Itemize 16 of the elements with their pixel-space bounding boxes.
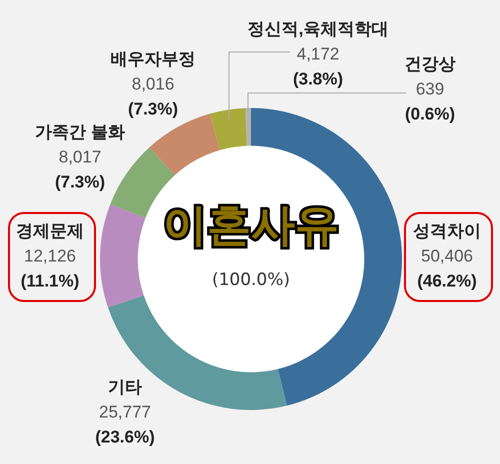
text: 이혼사유 xyxy=(162,200,340,252)
slice-label: 경제문제 xyxy=(16,222,84,241)
slice-label: 건강상 xyxy=(404,54,456,74)
slice-label: 가족간 불화 xyxy=(35,122,125,142)
data-label: 12,126 (11.1%) xyxy=(20,246,80,291)
data-label: 8,017 (7.3%) xyxy=(54,148,106,192)
slice-label: 배우자부정 xyxy=(110,50,196,69)
data-label: 4,172 (3.8%) xyxy=(292,44,344,89)
slice-label: 성격차이 xyxy=(413,222,481,241)
slice-label: 기타 xyxy=(108,378,142,397)
data-label: 50,406 (46.2%) xyxy=(417,246,477,291)
text: (100.0%) xyxy=(210,270,292,290)
data-label: 639 (0.6%) xyxy=(404,80,456,124)
slice-label: 정신적,육체적학대 xyxy=(248,20,388,39)
data-label: 8,016 (7.3%) xyxy=(128,74,178,119)
data-label: 25,777 (23.6%) xyxy=(95,402,155,447)
